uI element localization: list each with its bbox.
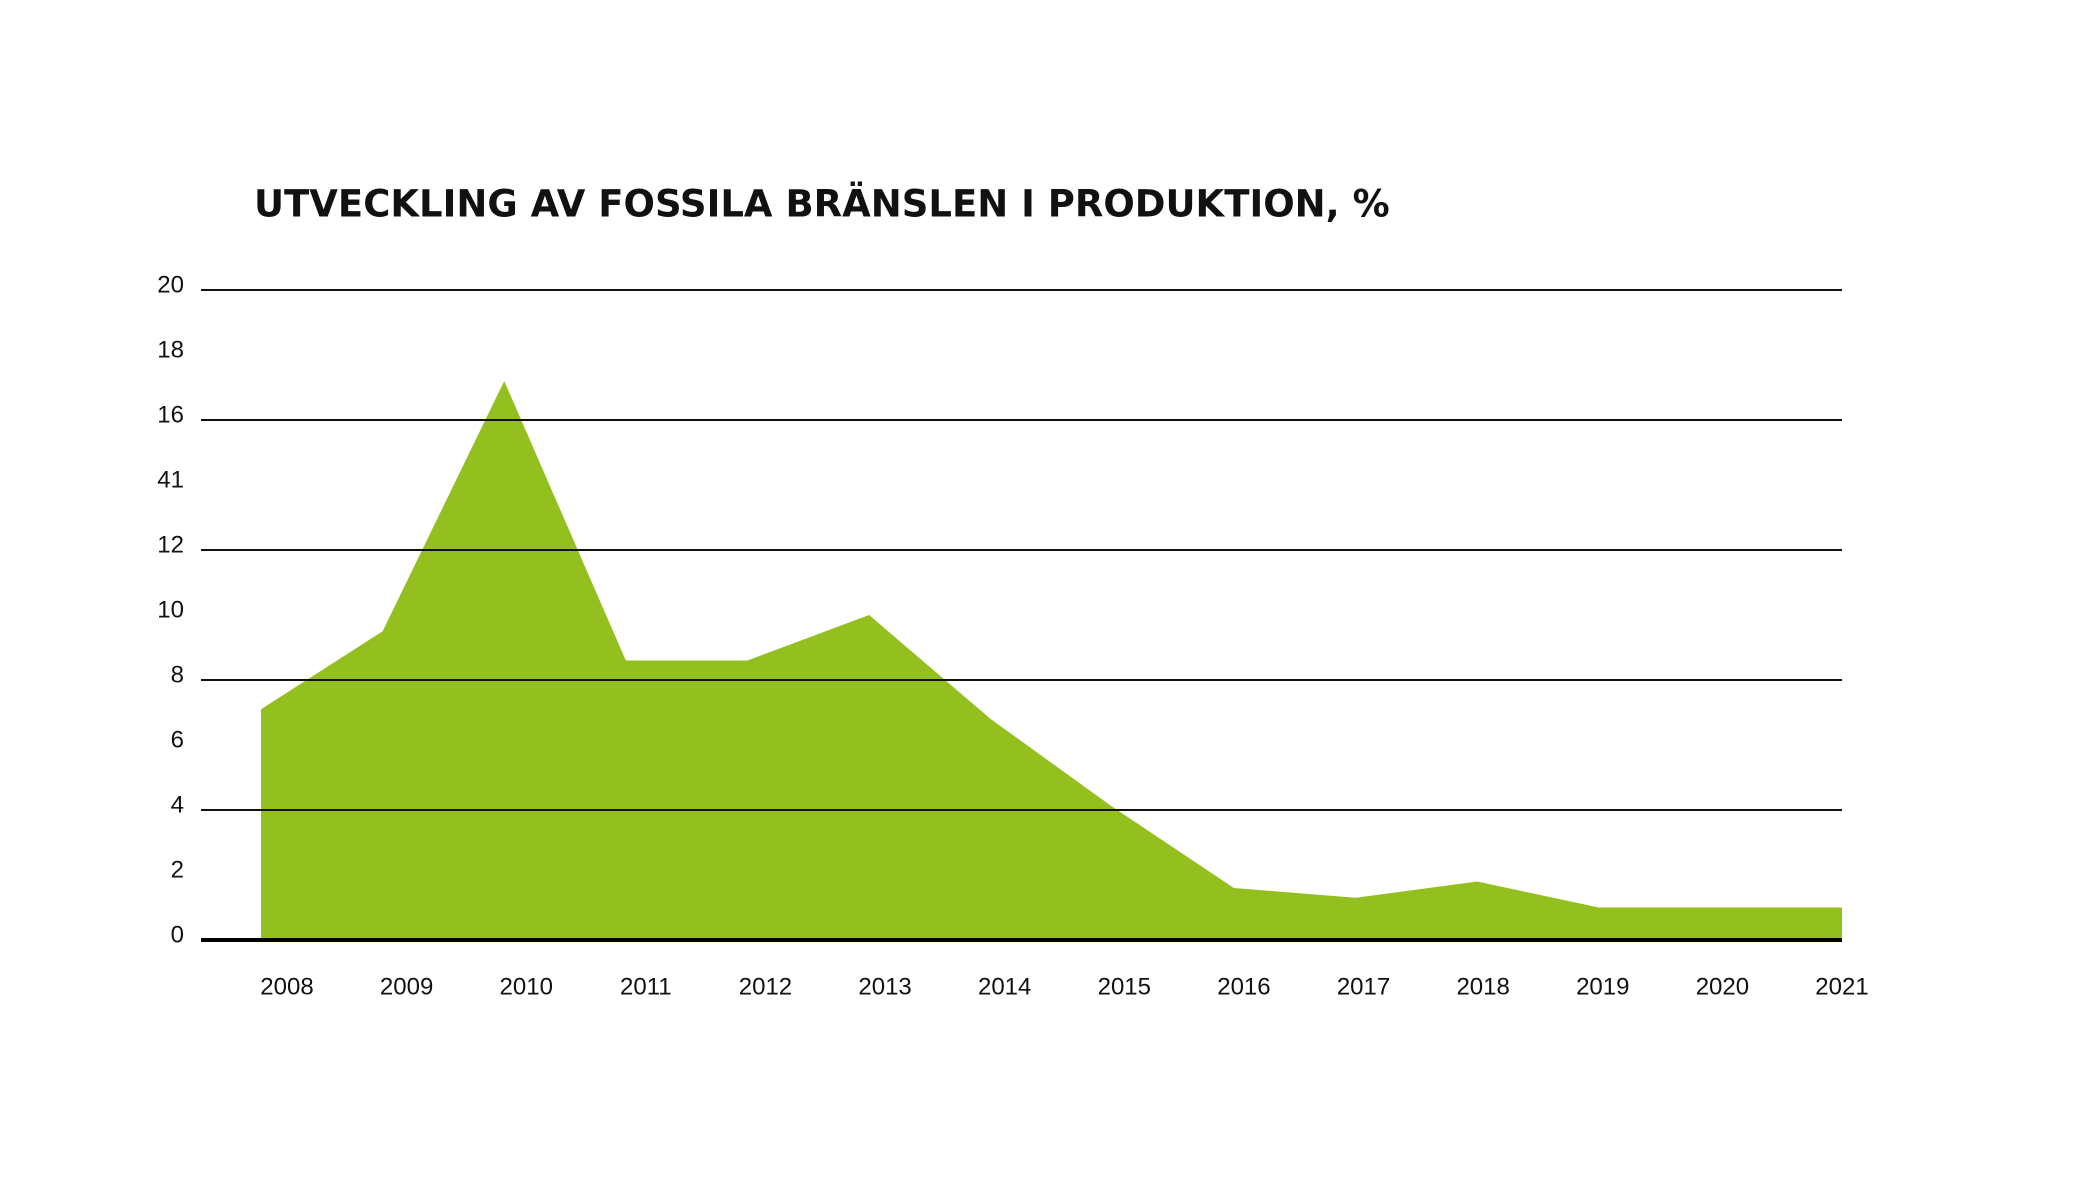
y-tick-label: 12 (157, 531, 184, 558)
y-tick-label: 0 (171, 921, 184, 948)
y-tick-label: 20 (157, 271, 184, 298)
y-tick-label: 10 (157, 596, 184, 623)
x-tick-label: 2014 (978, 973, 1031, 1000)
x-tick-label: 2009 (380, 973, 433, 1000)
y-tick-label: 41 (157, 466, 184, 493)
x-tick-label: 2011 (620, 973, 672, 1000)
x-tick-label: 2013 (858, 973, 911, 1000)
x-tick-label: 2016 (1217, 973, 1270, 1000)
y-tick-label: 4 (171, 791, 184, 818)
x-tick-label: 2015 (1098, 973, 1151, 1000)
x-tick-label: 2017 (1337, 973, 1390, 1000)
area (261, 381, 1842, 940)
y-tick-label: 2 (171, 856, 184, 883)
x-tick-label: 2021 (1815, 973, 1868, 1000)
chart-title: UTVECKLING AV FOSSILA BRÄNSLEN I PRODUKT… (254, 182, 1390, 226)
x-tick-label: 2020 (1696, 973, 1749, 1000)
y-tick-label: 6 (171, 726, 184, 753)
y-tick-label: 18 (157, 336, 184, 363)
x-tick-label: 2008 (260, 973, 313, 1000)
y-tick-label: 16 (157, 401, 184, 428)
y-tick-label: 8 (171, 661, 184, 688)
x-tick-label: 2012 (739, 973, 792, 1000)
x-tick-label: 2010 (500, 973, 553, 1000)
x-tick-label: 2018 (1456, 973, 1509, 1000)
x-tick-label: 2019 (1576, 973, 1629, 1000)
